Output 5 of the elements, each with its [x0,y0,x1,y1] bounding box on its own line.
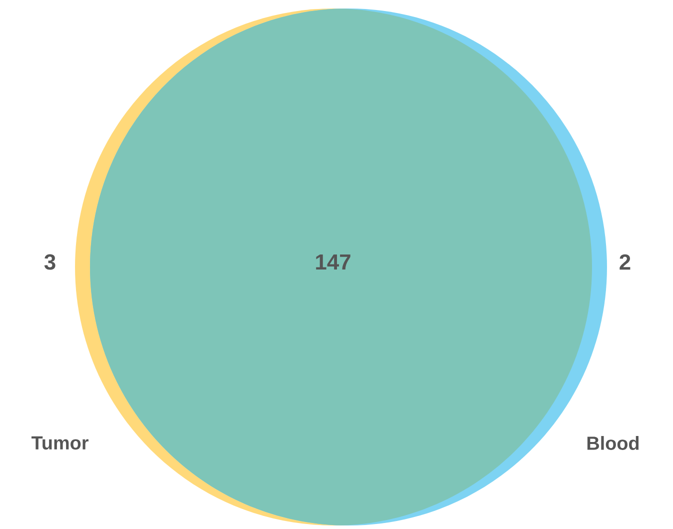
category-label: Blood [587,436,639,450]
data-label: 3 [44,254,56,270]
data-label: 2 [620,254,630,270]
category-label: Tumor [31,436,88,450]
data-label: 147 [316,254,350,270]
